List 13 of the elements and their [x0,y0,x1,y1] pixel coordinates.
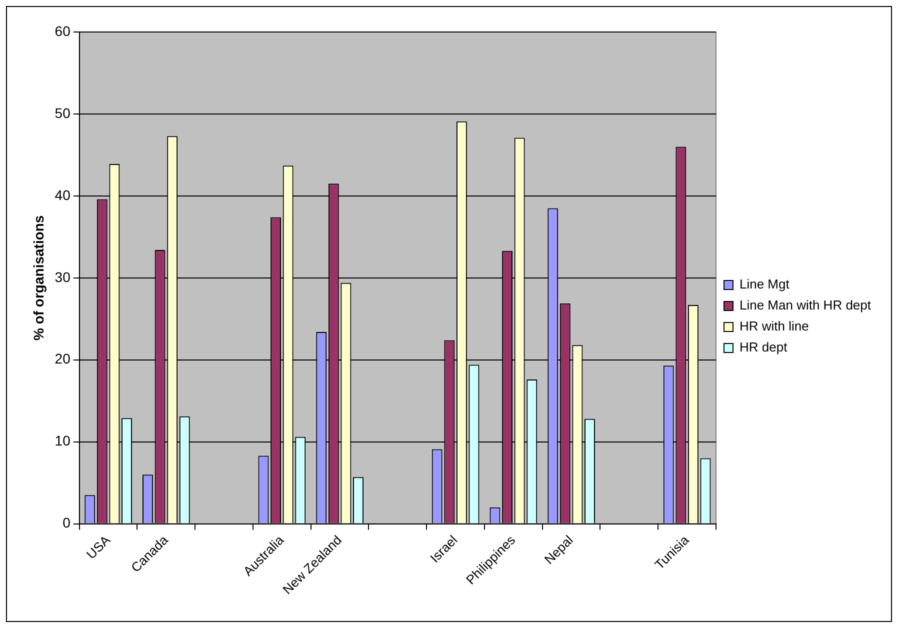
legend-label: Line Mgt [739,276,790,292]
y-tick-label: 30 [54,268,71,285]
y-axis-title: % of organisations [30,215,46,341]
legend-label: HR with line [739,318,809,334]
y-tick-label: 0 [62,514,71,531]
y-tick-label: 20 [54,350,71,367]
y-tick-label: 50 [54,104,71,121]
y-tick-label: 10 [54,432,71,449]
y-tick-label: 60 [54,22,71,39]
legend-label: Line Man with HR dept [739,298,872,313]
y-tick-label: 40 [54,186,71,203]
legend-label: HR dept [739,340,788,355]
x-tick-label: USA [83,532,114,562]
